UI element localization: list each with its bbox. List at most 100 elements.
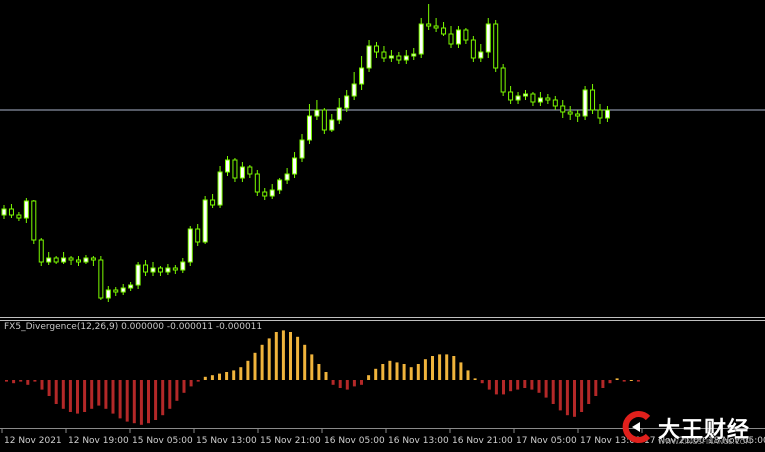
histogram-bar — [409, 367, 413, 380]
histogram-bar — [68, 380, 72, 412]
candle — [485, 18, 491, 58]
histogram-bar — [83, 380, 87, 412]
candle — [493, 20, 499, 72]
histogram-bar — [54, 380, 58, 404]
time-tick-label: 17 Nov 21:00 — [644, 436, 705, 446]
candle-body — [232, 159, 238, 179]
histogram-bar — [558, 380, 562, 411]
candle — [351, 72, 357, 100]
candle-body — [172, 267, 178, 271]
candle — [426, 4, 432, 30]
histogram-bar — [565, 380, 569, 416]
histogram-bar — [608, 380, 612, 384]
histogram-bar — [111, 380, 115, 414]
candle-body — [508, 91, 514, 101]
histogram-bar — [423, 359, 427, 380]
time-tick-label: 15 Nov 21:00 — [260, 436, 321, 446]
candle-body — [165, 267, 171, 273]
candle — [31, 200, 37, 244]
histogram-bar — [537, 380, 541, 393]
candle-body — [582, 89, 588, 117]
candle-body — [418, 23, 424, 55]
candle-body — [500, 67, 506, 93]
time-tick-label: 15 Nov 13:00 — [196, 436, 257, 446]
histogram-bar — [210, 375, 214, 380]
histogram-bar — [473, 378, 477, 380]
indicator-label: FX5_Divergence(12,26,9) 0.000000 -0.0000… — [4, 322, 263, 332]
histogram-bar — [622, 380, 626, 382]
candle — [560, 100, 566, 118]
time-tick-label: 16 Nov 21:00 — [452, 436, 513, 446]
candle-body — [366, 45, 372, 69]
candle-body — [567, 111, 573, 115]
histogram-bar — [61, 380, 65, 409]
histogram-bar — [40, 380, 44, 390]
candle-body — [247, 166, 253, 175]
candle — [120, 284, 126, 295]
candle-body — [604, 109, 610, 119]
candle-body — [515, 95, 521, 101]
candle-body — [187, 228, 193, 263]
candle-body — [90, 257, 96, 261]
histogram-bar — [154, 380, 158, 420]
histogram-bar — [125, 380, 129, 422]
time-tick-label: 18 Nov 05:00 — [708, 436, 765, 446]
candle — [83, 255, 89, 264]
histogram-bar — [267, 338, 271, 380]
candle-body — [545, 97, 551, 101]
candle-body — [470, 39, 476, 59]
histogram-bar — [218, 373, 221, 380]
candle-body — [329, 119, 335, 131]
histogram-bar — [104, 380, 108, 409]
candle — [247, 165, 253, 178]
candle-body — [441, 27, 447, 35]
candle — [239, 162, 245, 182]
candle-body — [351, 83, 357, 97]
candle-body — [306, 115, 312, 141]
histogram-bar — [338, 380, 342, 388]
histogram-bar — [388, 360, 392, 380]
time-tick-label: 12 Nov 19:00 — [68, 436, 129, 446]
candle-body — [374, 45, 379, 53]
candle — [269, 184, 275, 199]
histogram-bar — [587, 380, 591, 404]
candle — [306, 104, 312, 144]
candle-body — [523, 93, 528, 97]
candle-body — [46, 257, 52, 263]
histogram-bar — [260, 344, 264, 380]
histogram-bar — [345, 380, 349, 390]
histogram-bar — [636, 380, 640, 382]
candle — [604, 106, 610, 122]
histogram-bar — [367, 375, 371, 380]
histogram-bar — [402, 364, 406, 380]
candle — [575, 110, 581, 122]
candle-body — [98, 259, 104, 299]
candle — [180, 258, 186, 273]
candle-body — [284, 173, 290, 181]
histogram-bar — [203, 376, 207, 380]
histogram-bar — [360, 380, 363, 385]
candle — [590, 84, 596, 114]
candle-body — [217, 171, 223, 206]
candle — [448, 26, 454, 48]
candle-body — [411, 53, 417, 57]
histogram-bar — [175, 380, 179, 401]
histogram-bar — [289, 332, 292, 380]
candle-body — [292, 157, 298, 175]
candle — [359, 56, 365, 90]
candle — [225, 156, 230, 176]
divergence-histogram — [5, 330, 640, 425]
candle — [329, 114, 335, 132]
candle-body — [433, 25, 439, 29]
candle — [143, 260, 149, 276]
candle — [232, 158, 238, 182]
candle-body — [359, 67, 365, 85]
candle — [98, 256, 104, 300]
histogram-bar — [452, 356, 456, 380]
candle — [210, 194, 216, 208]
candle — [8, 204, 14, 218]
candle-body — [381, 51, 387, 59]
candle-body — [426, 23, 432, 27]
